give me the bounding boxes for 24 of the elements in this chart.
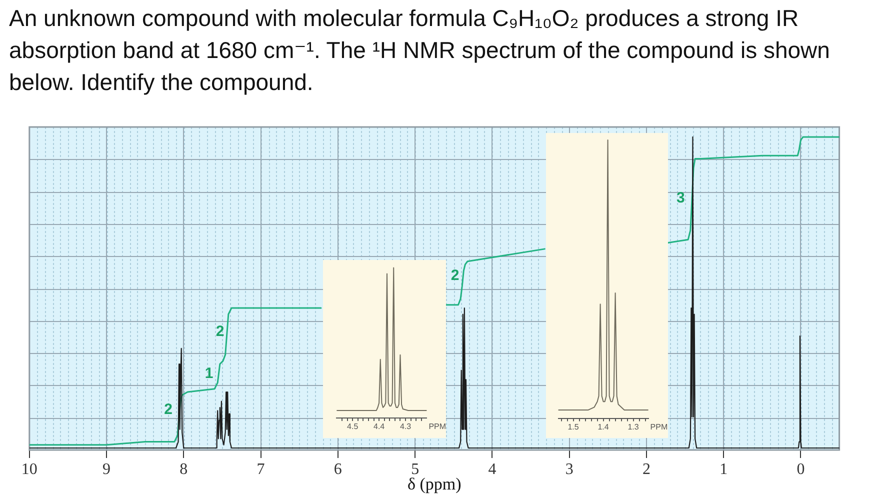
annotation: 2 xyxy=(216,322,224,340)
annotation: 2 xyxy=(450,266,460,284)
x-tick-label: 10 xyxy=(21,460,38,478)
x-tick-label: 6 xyxy=(334,460,342,478)
x-tick-label: 1.3 xyxy=(628,422,640,432)
annotation: 3 xyxy=(676,189,685,206)
x-tick-label: 4.5 xyxy=(347,422,359,432)
x-axis-title: PPM xyxy=(428,422,446,432)
x-tick-label: 9 xyxy=(102,460,111,478)
x-tick-label: 4 xyxy=(488,460,496,478)
x-tick-label: 2 xyxy=(642,460,650,478)
x-tick-label: 4.4 xyxy=(373,422,386,432)
annotation: 2 xyxy=(164,401,172,418)
annotation: 1 xyxy=(204,365,214,382)
x-tick-label: 1.5 xyxy=(568,422,580,432)
x-tick-label: 7 xyxy=(256,460,265,478)
x-tick-label: 1.4 xyxy=(598,422,610,432)
x-tick-label: 3 xyxy=(565,460,574,478)
x-tick-label: 8 xyxy=(180,460,188,478)
x-tick-label: 4.3 xyxy=(400,422,412,432)
x-tick-label: 1 xyxy=(720,460,728,478)
chart-title: An unknown compound with molecular formula C₉H₁₀O₂ produces a strong IR absorption band at 1680 cm⁻¹. The ¹H NMR spectrum of the compound is shown below. Identify the compound. xyxy=(9,4,831,97)
x-axis-title: PPM xyxy=(650,422,668,432)
x-tick-label: 0 xyxy=(796,460,805,478)
